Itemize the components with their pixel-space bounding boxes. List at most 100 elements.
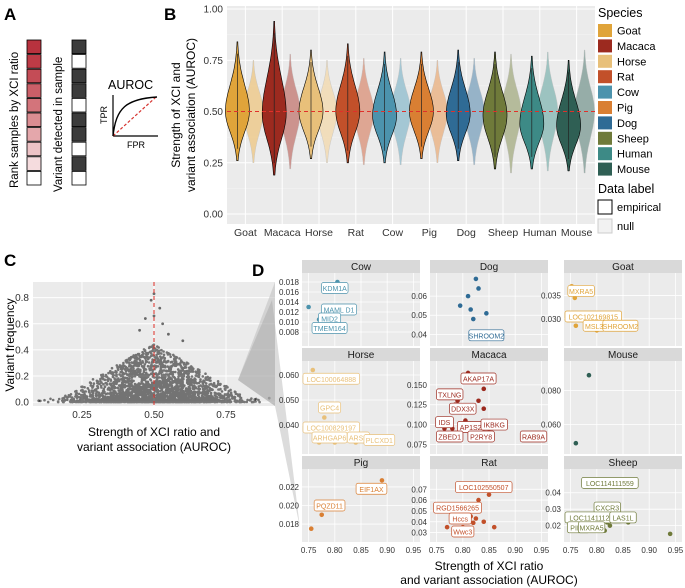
point-label: AKAP17A bbox=[463, 377, 494, 384]
y-tick-label: 0.100 bbox=[407, 421, 428, 430]
data-point bbox=[306, 304, 311, 310]
species-name: Pig bbox=[617, 103, 633, 115]
scatter-point bbox=[167, 332, 170, 336]
x-axis-label-line1: Strength of XCI ratio and bbox=[88, 425, 220, 439]
species-name: Dog bbox=[617, 118, 637, 130]
y-tick-label: 0.25 bbox=[204, 158, 224, 169]
facet-strip bbox=[302, 456, 420, 469]
data-point bbox=[322, 415, 327, 420]
species-legend-items: Goat Macaca Horse Rat Cow Pig Dog Sheep Human Mou… bbox=[598, 24, 656, 176]
data-point bbox=[481, 406, 487, 411]
scatter-point bbox=[161, 322, 165, 326]
scatter-point bbox=[152, 292, 156, 296]
point-label: IDS bbox=[439, 420, 451, 427]
y-tick-label: 0.030 bbox=[541, 315, 562, 324]
y-tick-labels: 0.00 0.25 0.50 0.75 1.00 bbox=[204, 5, 224, 221]
auroc-title: AUROC bbox=[108, 78, 153, 92]
point-label-box bbox=[519, 430, 548, 443]
y-tick-label: 0.75 bbox=[204, 56, 224, 67]
panel-a-schematic: Rank samples by XCI ratio Variant detect… bbox=[9, 39, 158, 192]
rank-box bbox=[26, 68, 42, 84]
x-tick-label: 0.95 bbox=[406, 546, 422, 555]
data-label-name: null bbox=[617, 221, 634, 233]
y-tick-label: 0.022 bbox=[279, 483, 300, 492]
facet-title: Sheep bbox=[609, 458, 638, 469]
point-label: MAML D1 bbox=[324, 308, 355, 315]
species-swatch bbox=[598, 85, 612, 99]
point-label: CXCR3 bbox=[595, 506, 619, 513]
y-tick-label: 0.04 bbox=[545, 489, 561, 498]
y-tick-label: 0.060 bbox=[541, 421, 562, 430]
x-tick-label: 0.85 bbox=[615, 546, 631, 555]
x-tick-label: 0.95 bbox=[668, 546, 684, 555]
rank-label: Rank samples by XCI ratio bbox=[9, 52, 21, 188]
y-tick-label: 0.06 bbox=[411, 496, 427, 505]
violins bbox=[225, 21, 595, 176]
species-name: Sheep bbox=[617, 133, 649, 145]
point-label-box bbox=[311, 322, 348, 334]
data-label-swatch bbox=[597, 218, 613, 234]
x-tick-label: 0.80 bbox=[327, 546, 343, 555]
species-swatch bbox=[598, 116, 612, 130]
x-tick-label: Pig bbox=[422, 227, 437, 239]
y-tick-label: 0.050 bbox=[279, 396, 300, 405]
variant-box bbox=[71, 98, 87, 113]
species-name: Cow bbox=[617, 87, 639, 99]
y-tick-label: 0.150 bbox=[407, 381, 428, 390]
facet-pig: Pig 0.75 0.80 0.85 0.90 0.95 0.018 0.020 0.022 EI… bbox=[279, 456, 422, 555]
rank-box bbox=[26, 39, 42, 55]
point-label-box bbox=[436, 388, 464, 401]
y-tick-label: 0.06 bbox=[411, 292, 427, 301]
facet-strip bbox=[430, 348, 548, 361]
data-point bbox=[310, 367, 316, 373]
species-swatch bbox=[598, 39, 612, 53]
point-label: MXRA5 bbox=[569, 289, 593, 296]
point-label: IKBKG bbox=[484, 423, 505, 430]
point-label: TMEM164 bbox=[313, 326, 345, 333]
y-tick-label: 0.04 bbox=[411, 518, 427, 527]
scatter-point bbox=[181, 339, 185, 343]
facet-title: Macaca bbox=[471, 350, 506, 361]
y-tick-label: 0.016 bbox=[279, 288, 300, 297]
point-label-box bbox=[436, 430, 464, 443]
data-point bbox=[607, 523, 613, 528]
species-name: Macaca bbox=[617, 41, 656, 53]
x-tick-label: 0.80 bbox=[455, 546, 471, 555]
panel-c-scatter-chart: 0.0 0.2 0.4 0.6 0.8 0.25 0.50 0.75 Variant fre… bbox=[3, 282, 300, 528]
point-label-box bbox=[455, 481, 513, 493]
y-axis-label: Variant frequency bbox=[3, 298, 17, 391]
zoom-indicator-top bbox=[238, 282, 275, 406]
facet-dog: Dog 0.04 0.05 0.06 SHROOM2 bbox=[411, 260, 548, 346]
null-violin bbox=[500, 53, 522, 174]
variant-boxes bbox=[71, 39, 87, 186]
point-label-box bbox=[448, 512, 472, 525]
x-tick-label: Mouse bbox=[561, 227, 593, 239]
point-label: RAB9A bbox=[522, 434, 545, 441]
point-label-box bbox=[363, 434, 396, 446]
point-label: RGD1566265 bbox=[436, 506, 479, 513]
x-tick-label: 0.50 bbox=[144, 410, 164, 421]
variant-box bbox=[71, 83, 87, 98]
x-tick-label: Goat bbox=[234, 227, 257, 239]
point-label: LOC114111250 bbox=[569, 515, 617, 522]
y-tick-label: 0.0 bbox=[15, 398, 29, 409]
point-label: P2RY8 bbox=[470, 434, 492, 441]
panel-a-letter: A bbox=[4, 5, 16, 24]
data-point bbox=[476, 497, 481, 503]
y-tick-label: 0.02 bbox=[545, 522, 561, 531]
fpr-label: FPR bbox=[127, 140, 146, 150]
x-tick-label: 0.75 bbox=[429, 546, 445, 555]
species-swatch bbox=[598, 54, 612, 68]
point-label-box bbox=[302, 372, 360, 385]
data-point bbox=[476, 398, 481, 404]
species-name: Horse bbox=[617, 56, 646, 68]
x-tick-label: Human bbox=[523, 227, 557, 239]
species-name: Human bbox=[617, 149, 652, 161]
y-tick-labels: 0.0 0.2 0.4 0.6 0.8 bbox=[15, 293, 29, 408]
facet-strip bbox=[564, 260, 682, 273]
point-label: SHROOM2 bbox=[469, 333, 505, 340]
data-label-legend-items: empirical null bbox=[597, 199, 661, 234]
y-tick-label: 0.018 bbox=[279, 278, 300, 287]
x-axis-label-line2: variant association (AUROC) bbox=[77, 440, 231, 454]
x-tick-label: Macaca bbox=[264, 227, 301, 239]
